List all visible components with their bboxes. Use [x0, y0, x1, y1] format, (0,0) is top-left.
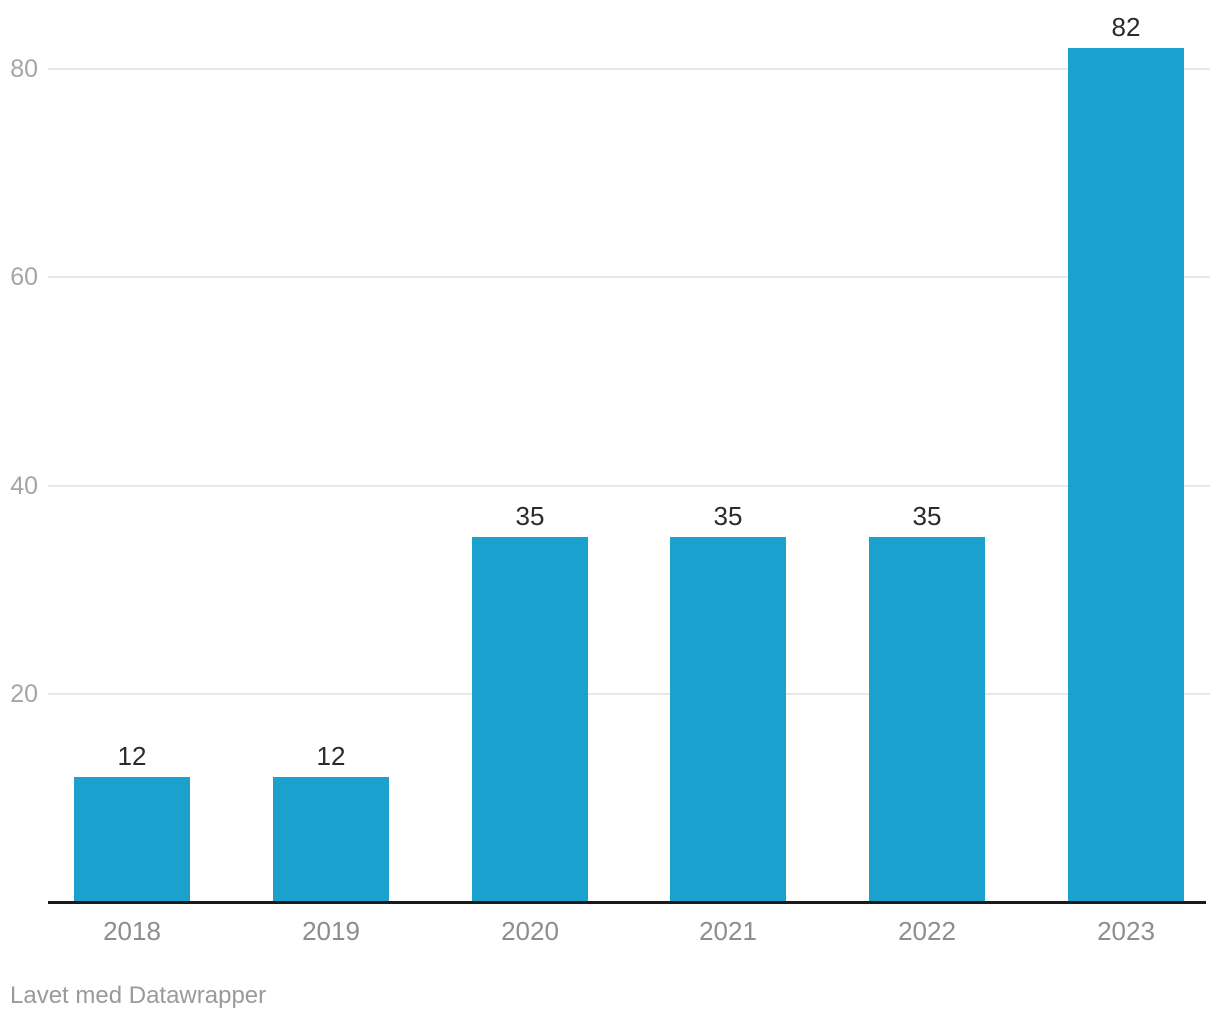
- bar-value-label-2021: 35: [713, 501, 743, 531]
- bar-2023[interactable]: [1068, 48, 1184, 902]
- x-axis-label-2023: 2023: [1097, 916, 1155, 946]
- x-axis-label-2022: 2022: [898, 916, 956, 946]
- bar-value-label-2020: 35: [515, 501, 545, 531]
- bar-value-label-2023: 82: [1111, 12, 1141, 42]
- x-axis-label-2020: 2020: [501, 916, 559, 946]
- y-tick-label-40: 40: [10, 472, 38, 500]
- bar-value-label-2019: 12: [316, 741, 346, 771]
- bar-2018[interactable]: [74, 777, 190, 902]
- bar-2022[interactable]: [869, 537, 985, 902]
- gridline-60: [48, 276, 1210, 278]
- gridline-40: [48, 485, 1210, 487]
- credit-text: Lavet med Datawrapper: [10, 982, 267, 1009]
- x-axis-label-2018: 2018: [103, 916, 161, 946]
- bar-2020[interactable]: [472, 537, 588, 902]
- bar-value-label-2018: 12: [117, 741, 147, 771]
- bar-2019[interactable]: [273, 777, 389, 902]
- bar-2021[interactable]: [670, 537, 786, 902]
- gridline-80: [48, 68, 1210, 70]
- x-axis-label-2021: 2021: [699, 916, 757, 946]
- x-axis-line: [48, 901, 1206, 904]
- y-tick-label-60: 60: [10, 263, 38, 291]
- y-tick-label-20: 20: [10, 680, 38, 708]
- y-tick-label-80: 80: [10, 55, 38, 83]
- bar-value-label-2022: 35: [912, 501, 942, 531]
- x-axis-label-2019: 2019: [302, 916, 360, 946]
- gridline-20: [48, 693, 1210, 695]
